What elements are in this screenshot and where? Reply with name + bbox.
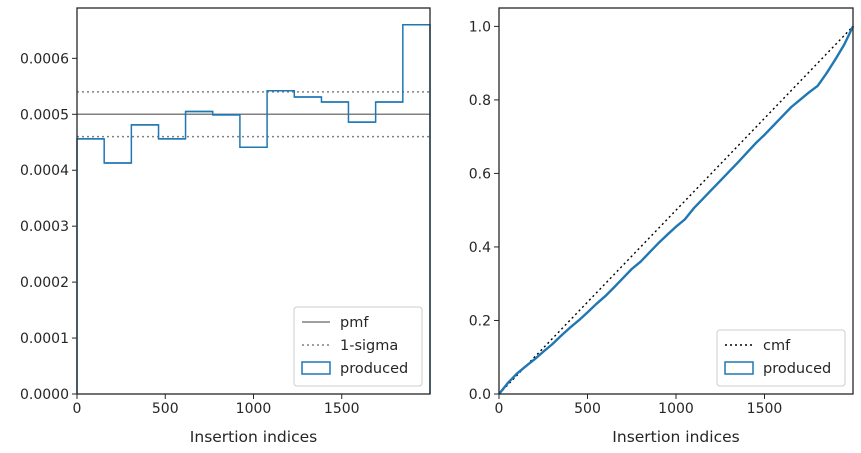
- right-x-tick-label: 1500: [747, 401, 783, 417]
- right-y-tick-label: 1.0: [469, 19, 491, 35]
- right-x-axis-label: Insertion indices: [612, 428, 739, 446]
- produced-point: [515, 372, 518, 375]
- produced-point: [781, 115, 784, 118]
- produced-point: [683, 218, 686, 221]
- cmf-line: [498, 25, 854, 395]
- left-y-tick-label: 0.0000: [20, 387, 69, 403]
- produced-point: [763, 133, 766, 136]
- right-y-tick-label: 0.4: [469, 240, 491, 256]
- produced-point: [648, 251, 651, 254]
- produced-point: [595, 303, 598, 305]
- left-x-tick-label: 500: [152, 401, 179, 417]
- produced-point: [737, 161, 739, 164]
- produced-point: [560, 335, 562, 337]
- produced-point: [745, 151, 748, 154]
- produced-point: [799, 99, 801, 101]
- cumulative-chart: 0 500 1000 1500 0.0 0.2 0.4 0.6 0.8 1.0 Insertion …: [469, 7, 855, 446]
- left-plot-frame: [76, 7, 431, 395]
- left-legend: pmf 1-sigma produced: [293, 306, 423, 387]
- right-plot-frame: [498, 7, 854, 395]
- produced-point: [657, 242, 660, 245]
- left-x-tick-label: 1500: [324, 401, 360, 417]
- left-y-tick-label: 0.0004: [20, 163, 69, 179]
- right-x-tick-label: 1000: [658, 401, 694, 417]
- produced-point: [586, 311, 589, 314]
- left-legend-label-produced: produced: [340, 361, 408, 377]
- produced-point: [630, 268, 633, 270]
- produced-point: [551, 343, 553, 346]
- produced-point: [816, 85, 819, 87]
- left-x-axis-label: Insertion indices: [190, 428, 317, 446]
- produced-point: [754, 142, 757, 145]
- produced-point: [568, 326, 571, 329]
- right-legend: cmf produced: [716, 329, 846, 387]
- produced-point: [790, 106, 792, 109]
- produced-point: [506, 382, 509, 384]
- produced-point: [542, 350, 545, 353]
- produced-point: [604, 295, 607, 298]
- pmf-histogram-chart: 0 500 1000 1500 0.0000 0.0001 0.0002 0.0003 0.00…: [20, 7, 431, 446]
- right-legend-label-produced: produced: [763, 361, 831, 377]
- produced-point: [719, 179, 722, 182]
- left-legend-frame: [293, 306, 423, 387]
- left-y-tick-label: 0.0001: [20, 331, 69, 347]
- left-x-tick-label: 0: [73, 401, 82, 417]
- produced-point: [524, 365, 527, 368]
- produced-point: [772, 124, 775, 127]
- right-legend-swatch-produced: [724, 361, 754, 375]
- produced-point: [825, 72, 828, 75]
- produced-point: [701, 198, 704, 201]
- left-legend-swatch-produced: [301, 361, 331, 375]
- produced-point: [807, 91, 810, 94]
- right-x-tick-label: 500: [574, 401, 601, 417]
- left-y-tick-label: 0.0002: [20, 275, 69, 291]
- right-legend-label-cmf: cmf: [763, 338, 791, 354]
- left-legend-label-sigma: 1-sigma: [340, 338, 398, 354]
- right-y-tick-label: 0.0: [469, 387, 491, 403]
- produced-point: [692, 207, 695, 210]
- produced-point: [577, 319, 580, 322]
- produced-point: [728, 170, 730, 173]
- produced-point: [675, 225, 677, 228]
- produced-point: [710, 189, 713, 191]
- produced-point: [622, 277, 624, 280]
- left-y-tick-label: 0.0006: [20, 51, 69, 67]
- right-y-tick-label: 0.2: [469, 313, 491, 329]
- left-y-tick-label: 0.0003: [20, 219, 69, 235]
- right-x-tick-label: 0: [495, 401, 504, 417]
- left-y-tick-label: 0.0005: [20, 107, 69, 123]
- left-legend-label-pmf: pmf: [340, 315, 369, 331]
- produced-point: [666, 233, 669, 236]
- produced-point: [639, 260, 642, 263]
- produced-point: [834, 58, 837, 61]
- produced-point: [613, 286, 615, 289]
- right-y-tick-label: 0.6: [469, 166, 491, 182]
- right-legend-frame: [716, 329, 846, 387]
- produced-point: [533, 358, 536, 361]
- left-x-tick-label: 1000: [236, 401, 272, 417]
- right-y-tick-label: 0.8: [469, 93, 491, 109]
- produced-point: [843, 43, 846, 46]
